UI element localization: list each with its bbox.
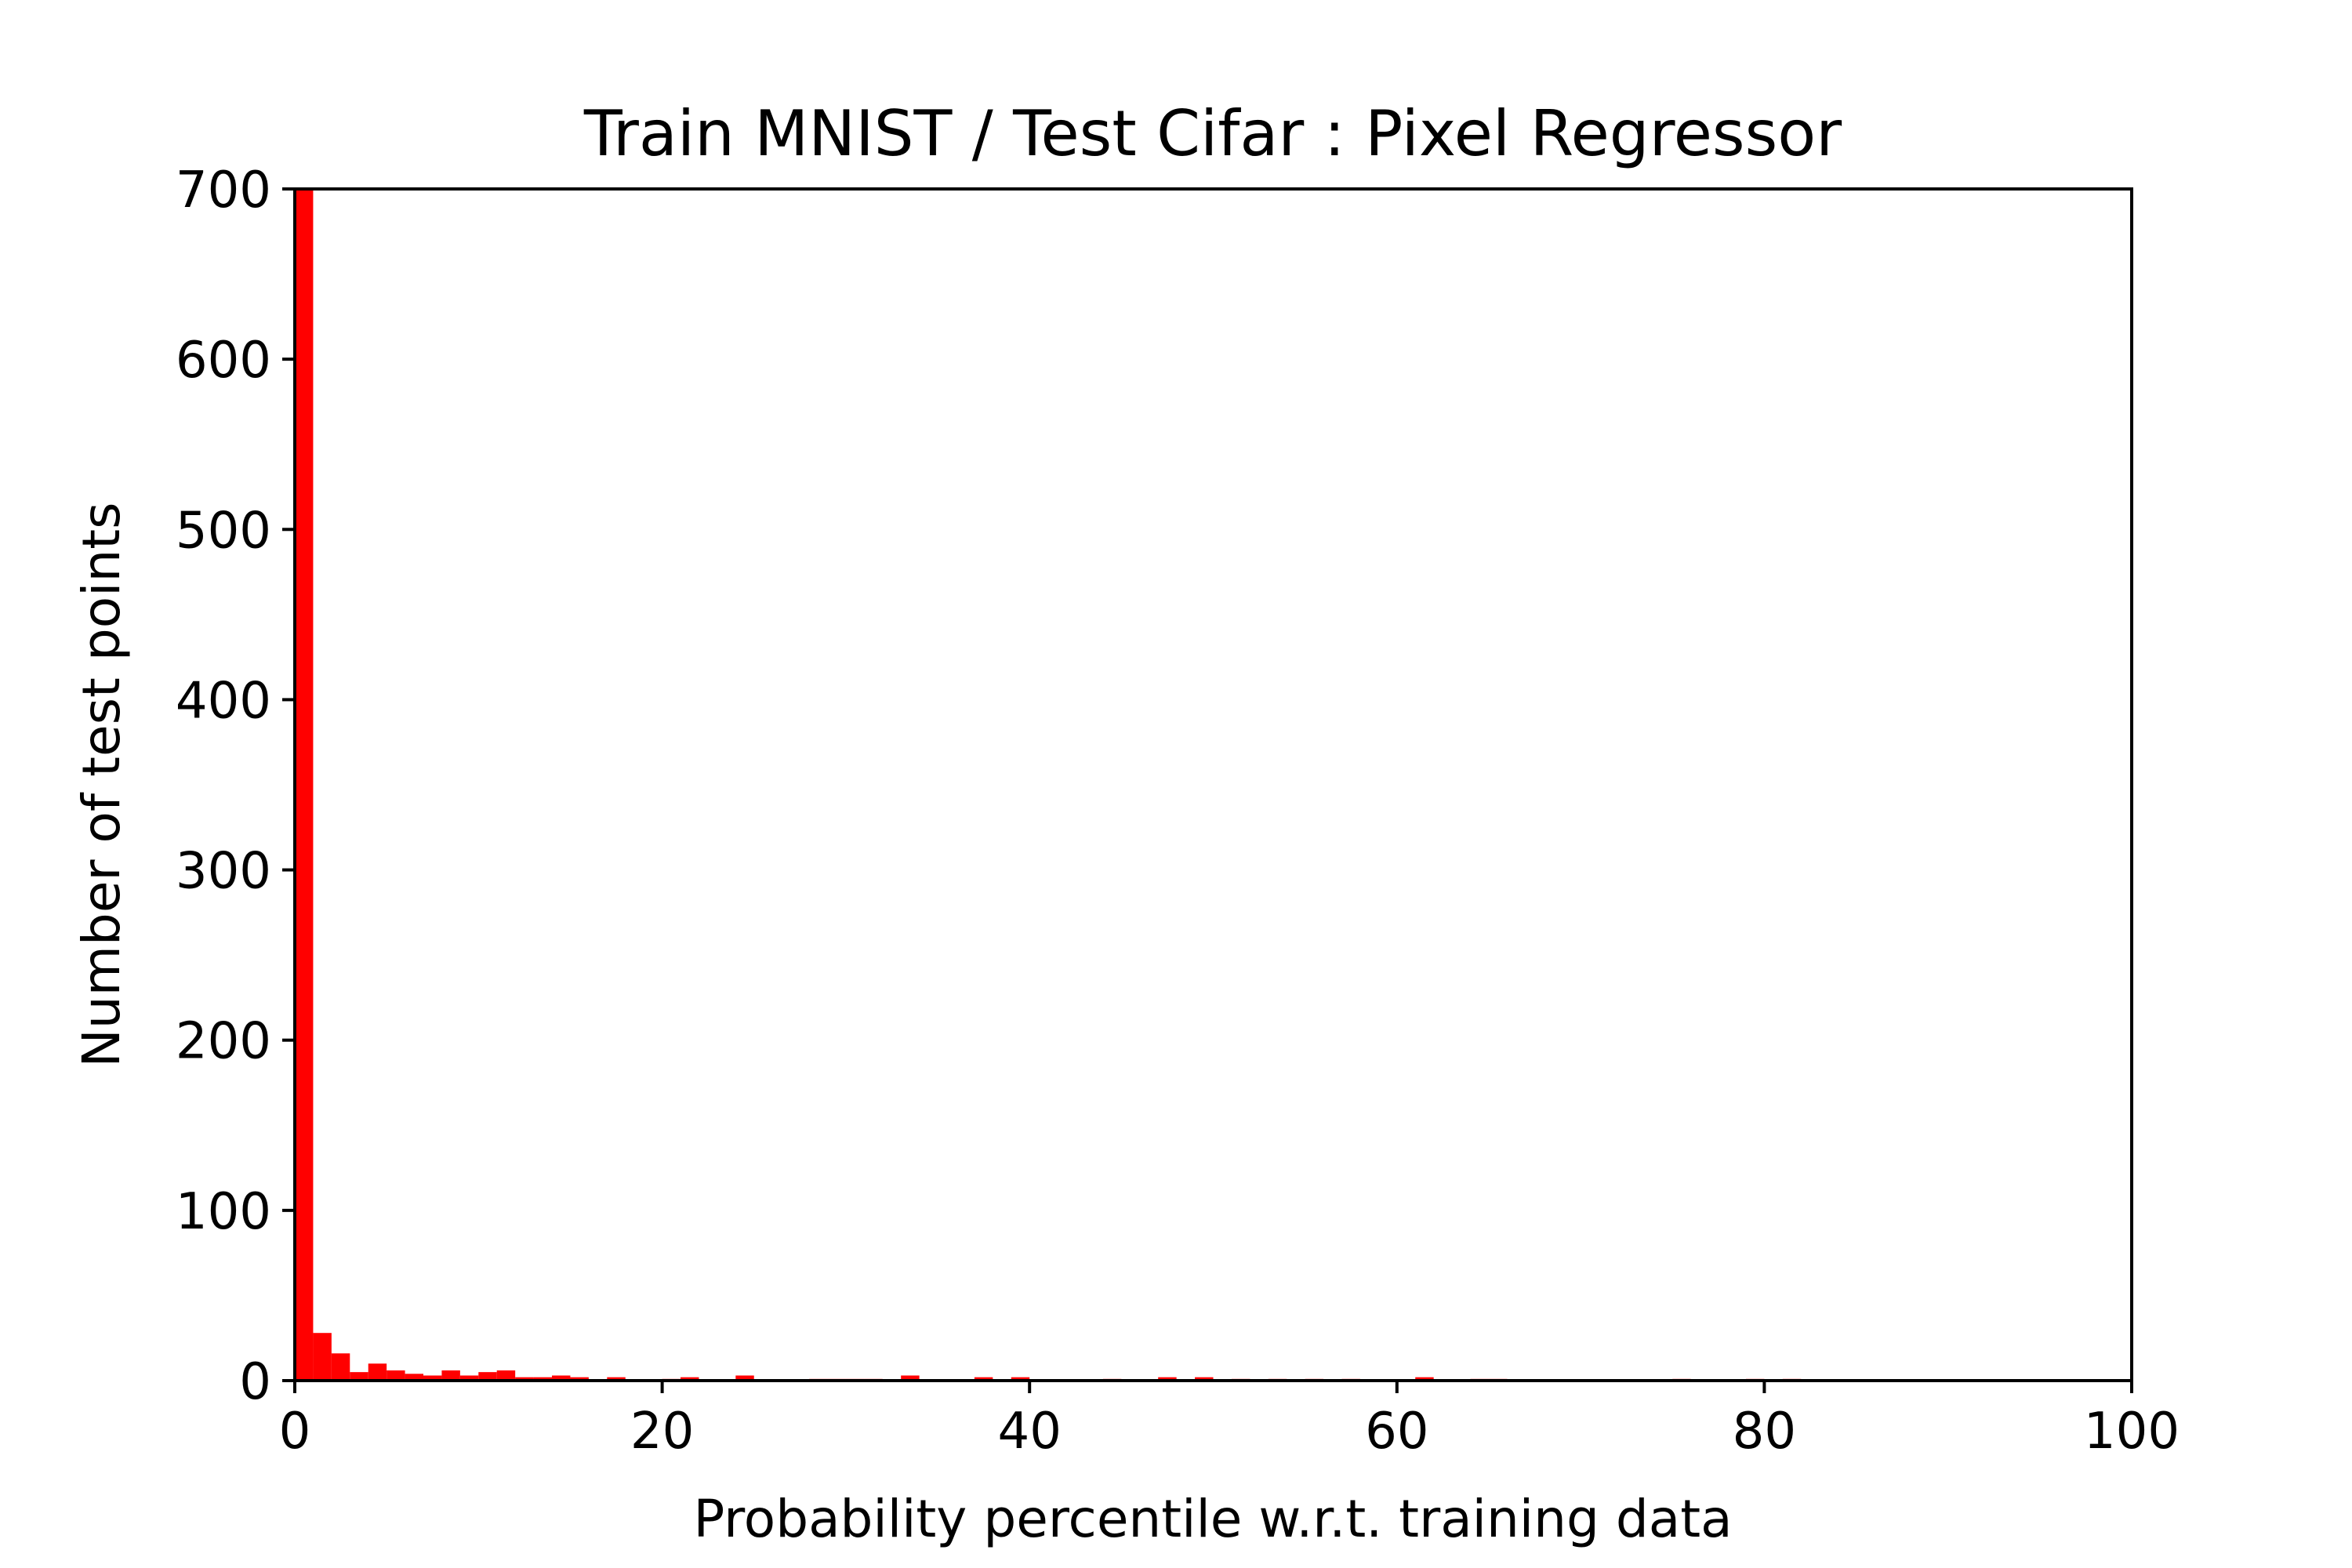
histogram-bar: [441, 1370, 460, 1381]
y-tick-label: 200: [176, 1013, 271, 1071]
histogram-bar: [368, 1363, 387, 1381]
histogram-bar: [974, 1377, 993, 1381]
histogram-bar: [350, 1372, 368, 1381]
y-tick-label: 300: [176, 843, 271, 901]
histogram-bar: [570, 1377, 589, 1381]
y-tick-label: 500: [176, 502, 271, 560]
y-tick-label: 700: [176, 162, 271, 220]
y-axis-label: Number of test points: [71, 502, 132, 1067]
bars-layer: [295, 189, 1802, 1381]
chart-title: Train MNIST / Test Cifar : Pixel Regress…: [583, 97, 1842, 170]
histogram-bar: [552, 1375, 571, 1381]
histogram-bar: [496, 1370, 516, 1381]
histogram-bar: [405, 1374, 424, 1381]
x-tick-label: 40: [997, 1403, 1061, 1461]
y-ticks: 0 100 200 300 400 500 600 700: [176, 162, 295, 1411]
x-tick-label: 20: [630, 1403, 694, 1461]
histogram-bar: [735, 1375, 754, 1381]
histogram-bar: [1415, 1377, 1434, 1381]
histogram-bar: [607, 1377, 626, 1381]
histogram-bar: [1158, 1377, 1177, 1381]
histogram-bar: [459, 1375, 479, 1381]
histogram-bar: [387, 1370, 405, 1381]
x-tick-label: 100: [2084, 1403, 2180, 1461]
x-ticks: 0 20 40 60 80 100: [279, 1381, 2180, 1461]
y-tick-label: 100: [176, 1183, 271, 1241]
x-axis-label: Probability percentile w.r.t. training d…: [693, 1489, 1732, 1549]
y-tick-label: 0: [239, 1353, 271, 1411]
histogram-bar: [533, 1377, 553, 1381]
histogram-bar: [1195, 1377, 1214, 1381]
histogram-bar: [423, 1375, 442, 1381]
histogram-bar: [331, 1353, 350, 1381]
histogram-bar: [295, 189, 314, 1381]
histogram-bar: [1011, 1377, 1030, 1381]
histogram-bar: [313, 1333, 332, 1381]
x-tick-label: 0: [279, 1403, 311, 1461]
plot-frame: [293, 187, 2133, 1382]
y-tick-label: 600: [176, 332, 271, 390]
histogram-bar: [515, 1377, 534, 1381]
histogram-bar: [478, 1372, 497, 1381]
y-tick-label: 400: [176, 672, 271, 730]
histogram-bar: [681, 1377, 699, 1381]
x-tick-label: 80: [1733, 1403, 1796, 1461]
histogram-bar: [901, 1375, 920, 1381]
x-tick-label: 60: [1365, 1403, 1428, 1461]
